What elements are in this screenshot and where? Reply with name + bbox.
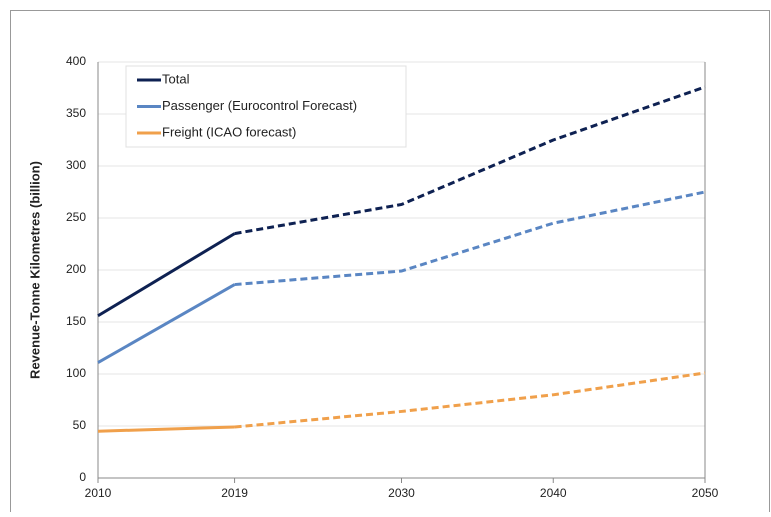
y-tick-label: 350 bbox=[66, 106, 86, 120]
y-tick-label: 100 bbox=[66, 366, 86, 380]
x-tick-label: 2040 bbox=[540, 486, 567, 500]
legend-label: Total bbox=[162, 71, 190, 86]
y-tick-label: 250 bbox=[66, 210, 86, 224]
series-line bbox=[234, 190, 706, 287]
y-tick-label: 50 bbox=[73, 418, 87, 432]
y-tick-label: 200 bbox=[66, 262, 86, 276]
y-tick-label: 400 bbox=[66, 54, 86, 68]
x-tick-label: 2050 bbox=[692, 486, 719, 500]
y-tick-label: 0 bbox=[79, 470, 86, 484]
series-line bbox=[97, 425, 235, 433]
series-line bbox=[97, 283, 236, 364]
y-tick-label: 150 bbox=[66, 314, 86, 328]
frame bbox=[10, 10, 770, 517]
series-line bbox=[97, 232, 236, 318]
x-tick-label: 2019 bbox=[221, 486, 248, 500]
y-axis-label: Revenue-Tonne Kilometres (billion) bbox=[27, 161, 42, 379]
series-line bbox=[234, 371, 706, 429]
x-tick-label: 2030 bbox=[388, 486, 415, 500]
legend-label: Passenger (Eurocontrol Forecast) bbox=[162, 98, 357, 113]
x-tick-label: 2010 bbox=[85, 486, 112, 500]
y-tick-label: 300 bbox=[66, 158, 86, 172]
legend bbox=[125, 65, 407, 148]
legend-label: Freight (ICAO forecast) bbox=[162, 124, 296, 139]
